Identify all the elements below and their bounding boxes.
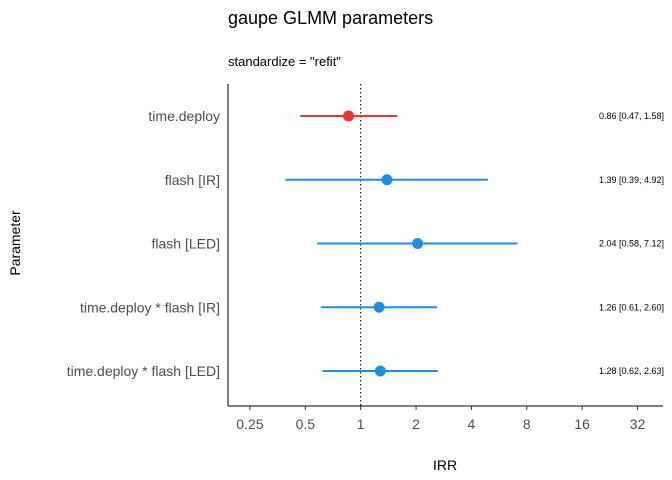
x-tick-label: 32 (630, 416, 646, 432)
y-tick-label: time.deploy * flash [LED] (67, 363, 220, 379)
x-tick-label: 0.5 (296, 416, 316, 432)
data-label: 1.39 [0.39, 4.92] (599, 175, 664, 185)
estimate-point (373, 301, 385, 313)
data-label: 1.28 [0.62, 2.63] (599, 366, 664, 376)
x-tick-label: 16 (574, 416, 590, 432)
x-tick-label: 0.25 (236, 416, 263, 432)
estimate-point (381, 174, 393, 186)
x-axis-title: IRR (433, 457, 457, 473)
x-tick-label: 2 (412, 416, 420, 432)
estimate-point (374, 365, 386, 377)
plot-panel (285, 84, 518, 406)
x-tick-label: 4 (468, 416, 476, 432)
data-label: 1.26 [0.61, 2.60] (599, 302, 664, 312)
value-labels: 0.86 [0.47, 1.58] 1.39 [0.39, 4.92] 2.04 [… (599, 111, 664, 376)
y-tick-label: flash [IR] (165, 172, 220, 188)
data-label: 2.04 [0.58, 7.12] (599, 239, 664, 249)
data-label: 0.86 [0.47, 1.58] (599, 111, 664, 121)
y-tick-label: time.deploy * flash [IR] (80, 299, 220, 315)
y-axis-title: Parameter (7, 210, 23, 276)
chart-subtitle: standardize = "refit" (228, 54, 341, 69)
estimate-point (343, 110, 355, 122)
x-tick-label: 1 (357, 416, 365, 432)
estimate-point (412, 238, 424, 249)
x-tick-label: 8 (523, 416, 531, 432)
chart-title: gaupe GLMM parameters (228, 8, 433, 28)
y-tick-label: flash [LED] (152, 236, 220, 252)
x-axis: 0.25 0.5 1 2 4 8 16 32 (227, 84, 663, 432)
y-tick-label: time.deploy (148, 108, 220, 124)
y-axis-labels: time.deploy flash [IR] flash [LED] time.dep… (67, 108, 220, 379)
